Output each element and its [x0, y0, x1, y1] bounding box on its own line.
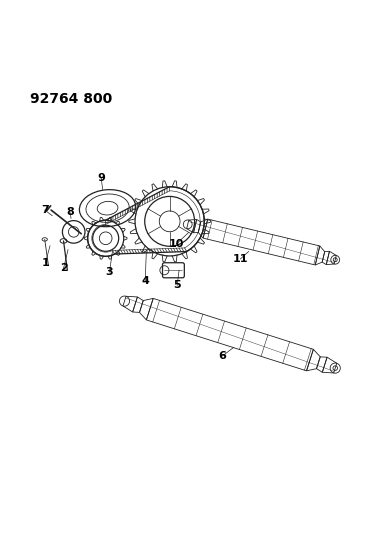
Text: 6: 6	[218, 351, 226, 361]
Text: 1: 1	[42, 258, 49, 268]
Text: 10: 10	[169, 239, 184, 249]
Text: 4: 4	[141, 276, 149, 286]
Text: 2: 2	[60, 263, 67, 273]
Text: 11: 11	[233, 254, 248, 264]
Text: 8: 8	[66, 207, 74, 217]
Text: 92764 800: 92764 800	[31, 92, 113, 106]
Text: 5: 5	[173, 280, 181, 290]
Text: 7: 7	[41, 205, 49, 215]
Text: 9: 9	[97, 173, 105, 183]
Text: 3: 3	[105, 267, 113, 277]
